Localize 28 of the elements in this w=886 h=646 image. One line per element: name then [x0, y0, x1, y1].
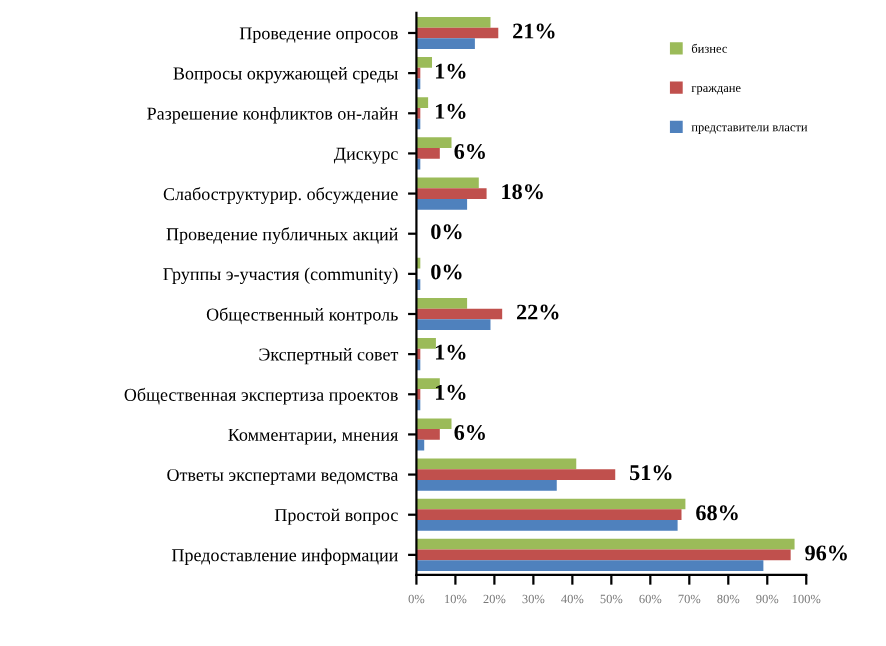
data-label: 18%	[502, 184, 543, 200]
y-tick-label: Общественный контроль	[206, 307, 398, 325]
y-tick-label: Вопросы окружающей среды	[173, 67, 398, 84]
data-label: 6%	[454, 425, 485, 441]
y-tick-label: Дискурс	[333, 147, 398, 164]
y-tick-label: Разрешение конфликтов он-лайн	[147, 107, 398, 124]
data-label: 1%	[435, 63, 466, 79]
y-tick-label: Комментарии, мнения	[228, 428, 399, 445]
y-tick-label: Группы э-участия (community)	[163, 267, 398, 285]
data-label: 96%	[805, 545, 847, 561]
y-tick-label: Экспертный совет	[259, 348, 399, 365]
data-label: 51%	[630, 465, 672, 481]
y-tick-label: Проведение публичных акций	[166, 227, 398, 245]
y-tick-label: Общественная экспертиза проектов	[124, 387, 398, 405]
y-tick-label: Простой вопрос	[274, 508, 398, 525]
y-tick-label: Ответы экспертами ведомства	[167, 468, 399, 485]
data-label: 1%	[435, 384, 466, 400]
data-label: 22%	[517, 304, 559, 320]
data-label: 1%	[435, 344, 466, 360]
data-label: 1%	[435, 103, 466, 119]
data-label: 6%	[454, 143, 485, 160]
y-tick-label: Проведение опросов	[239, 27, 398, 44]
data-label: 0%	[431, 224, 462, 240]
data-label: 0%	[431, 264, 462, 280]
y-tick-label: Предоставление информации	[171, 548, 398, 565]
y-tick-label: Слабоструктурир. обсуждение	[163, 187, 398, 204]
data-label: 21%	[513, 23, 555, 39]
data-label: 68%	[696, 505, 738, 521]
